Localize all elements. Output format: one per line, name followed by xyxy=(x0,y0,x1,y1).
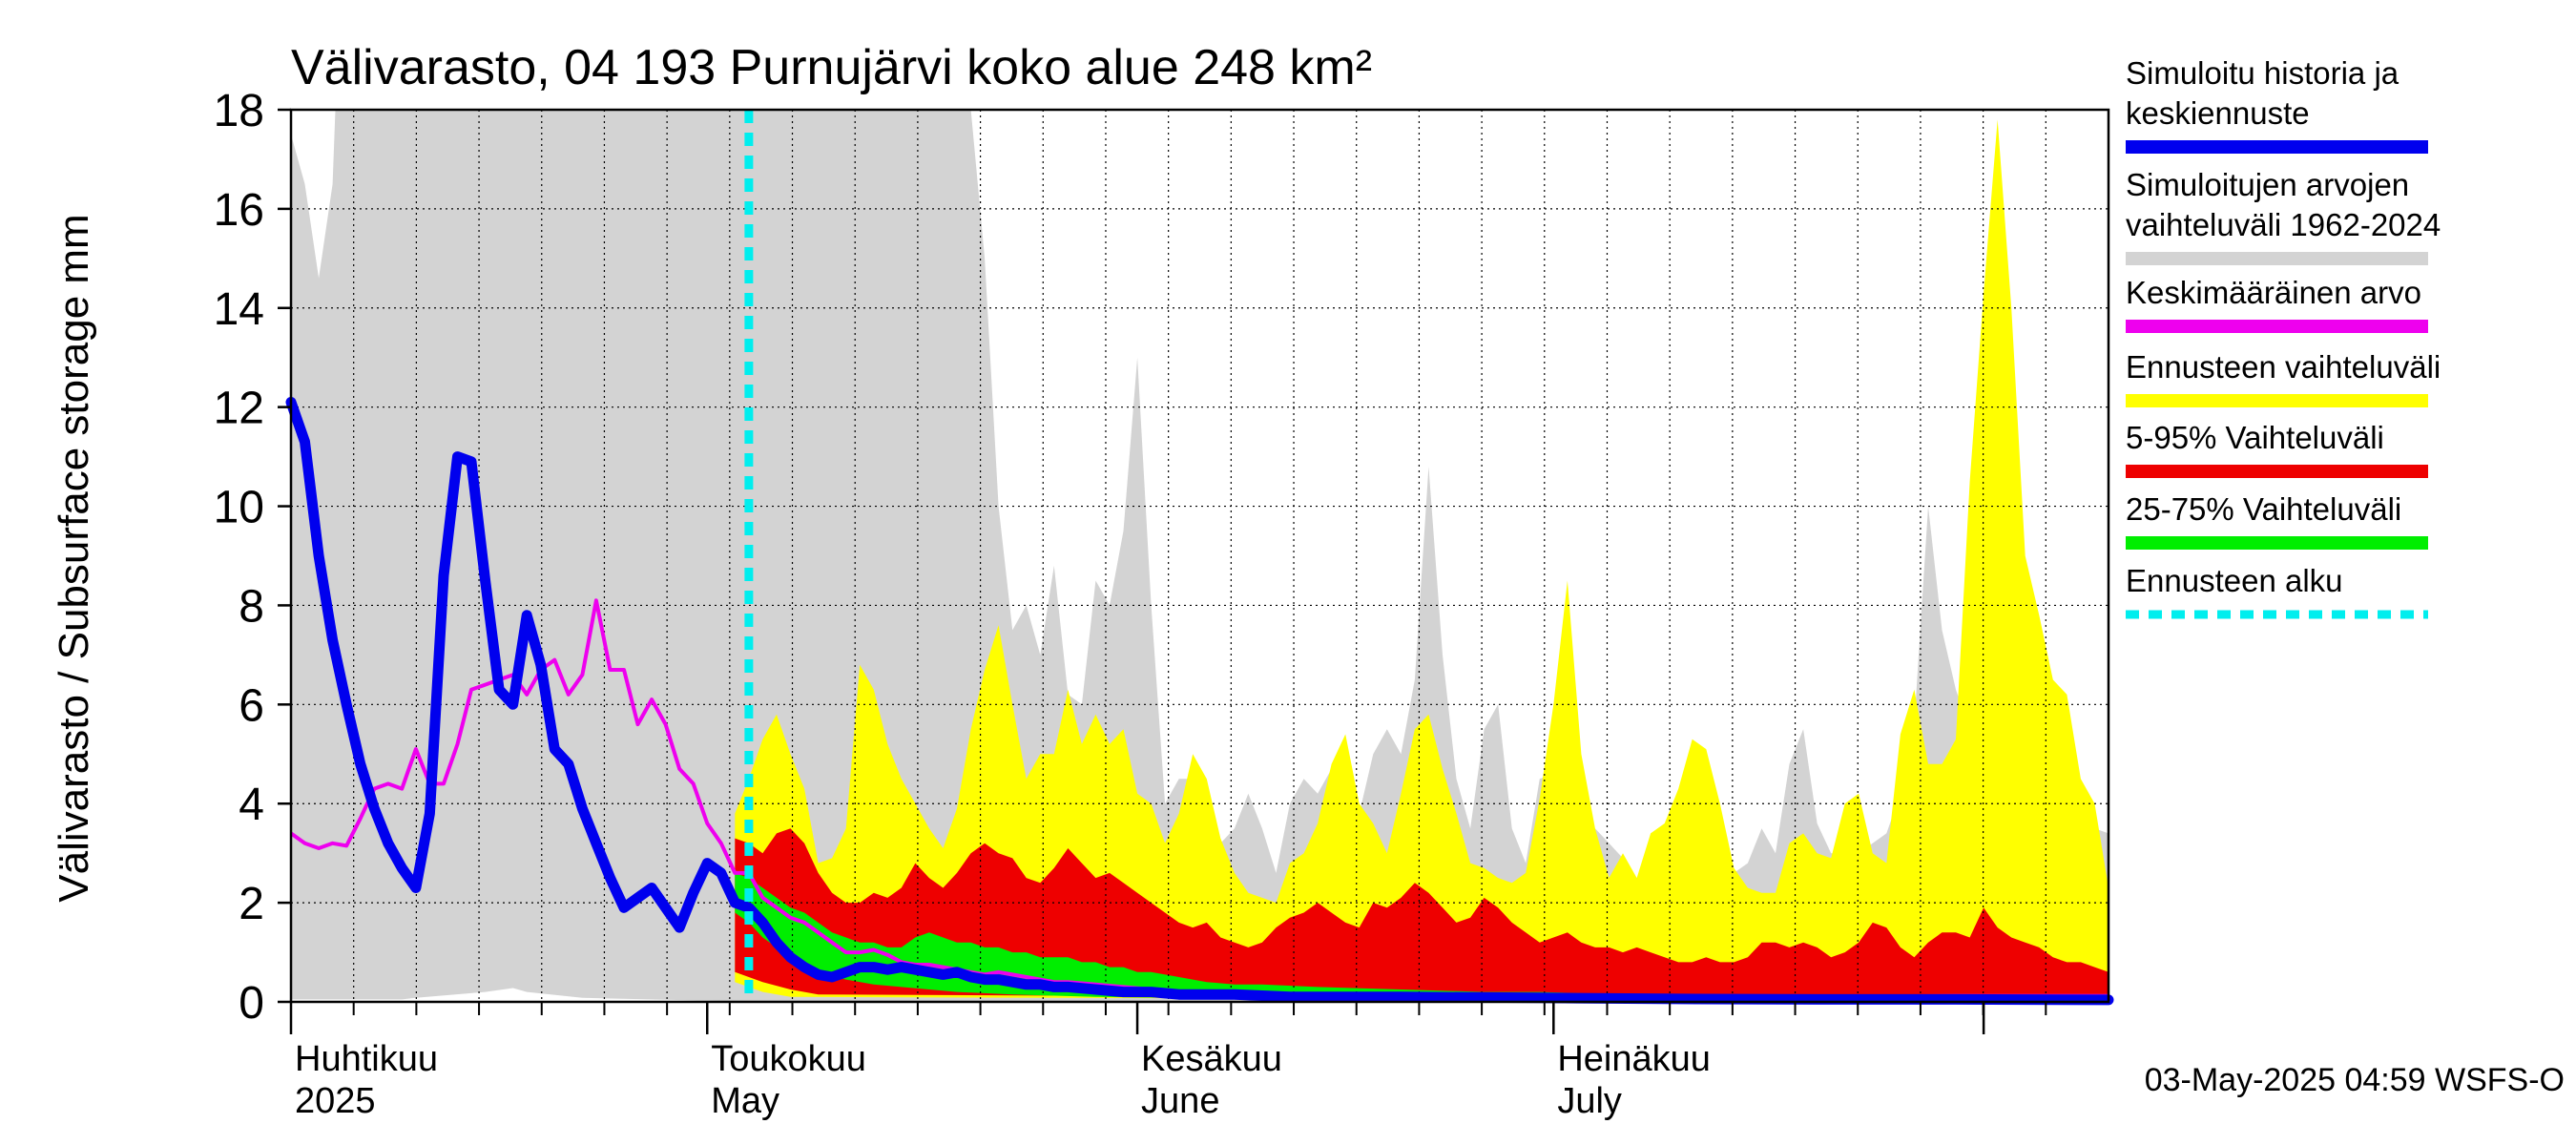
y-tick-label: 18 xyxy=(214,86,264,136)
plot-lines xyxy=(285,110,2114,1006)
month-label-sub: July xyxy=(1557,1081,1622,1121)
month-label: Heinäkuu xyxy=(1557,1039,1711,1079)
p25-75-range-area xyxy=(735,872,2109,1001)
y-tick-label: 12 xyxy=(214,384,264,434)
simulated-line xyxy=(285,397,2114,1006)
footer-timestamp: 03-May-2025 04:59 WSFS-O xyxy=(2145,1062,2565,1098)
month-label-sub: May xyxy=(711,1081,779,1121)
month-label: Toukokuu xyxy=(711,1039,866,1079)
legend-label: Ennusteen alku xyxy=(2126,563,2343,598)
legend-label: Keskimääräinen arvo xyxy=(2126,275,2421,310)
legend-label: Ennusteen vaihteluväli xyxy=(2126,349,2441,385)
month-label: Kesäkuu xyxy=(1141,1039,1282,1079)
plot-areas xyxy=(291,110,2109,1002)
legend-label: Simuloitujen arvojen xyxy=(2126,167,2409,202)
legend: Simuloitu historia ja keskiennuste Simuloi… xyxy=(2126,55,2441,619)
legend-label: 5-95% Vaihteluväli xyxy=(2126,420,2384,455)
y-tick-label: 16 xyxy=(214,185,264,236)
y-tick-label: 10 xyxy=(214,483,264,533)
y-tick-label: 2 xyxy=(239,879,264,929)
legend-label: keskiennuste xyxy=(2126,95,2310,131)
y-tick-label: 4 xyxy=(239,780,264,830)
plot-frame xyxy=(289,108,2110,1004)
y-tick-label: 14 xyxy=(214,284,264,335)
y-axis: 0 2 4 6 8 10 12 14 16 18 xyxy=(214,86,291,1029)
y-tick-label: 6 xyxy=(239,680,264,731)
forecast-range-area xyxy=(735,119,2109,1002)
chart-title: Välivarasto, 04 193 Purnujärvi koko alue… xyxy=(291,40,1372,95)
legend-label: vaihteluväli 1962-2024 xyxy=(2126,207,2441,242)
month-label: Huhtikuu xyxy=(295,1039,438,1079)
y-tick-label: 0 xyxy=(239,978,264,1029)
y-axis-label: Välivarasto / Subsurface storage mm xyxy=(51,214,97,902)
legend-label: Simuloitu historia ja xyxy=(2126,55,2399,91)
legend-label: 25-75% Vaihteluväli xyxy=(2126,491,2401,527)
y-tick-label: 8 xyxy=(239,581,264,632)
month-label-sub: June xyxy=(1141,1081,1219,1121)
x-axis xyxy=(289,1002,2047,1034)
p5-95-range-area xyxy=(735,828,2109,1001)
month-label-sub: 2025 xyxy=(295,1081,376,1121)
